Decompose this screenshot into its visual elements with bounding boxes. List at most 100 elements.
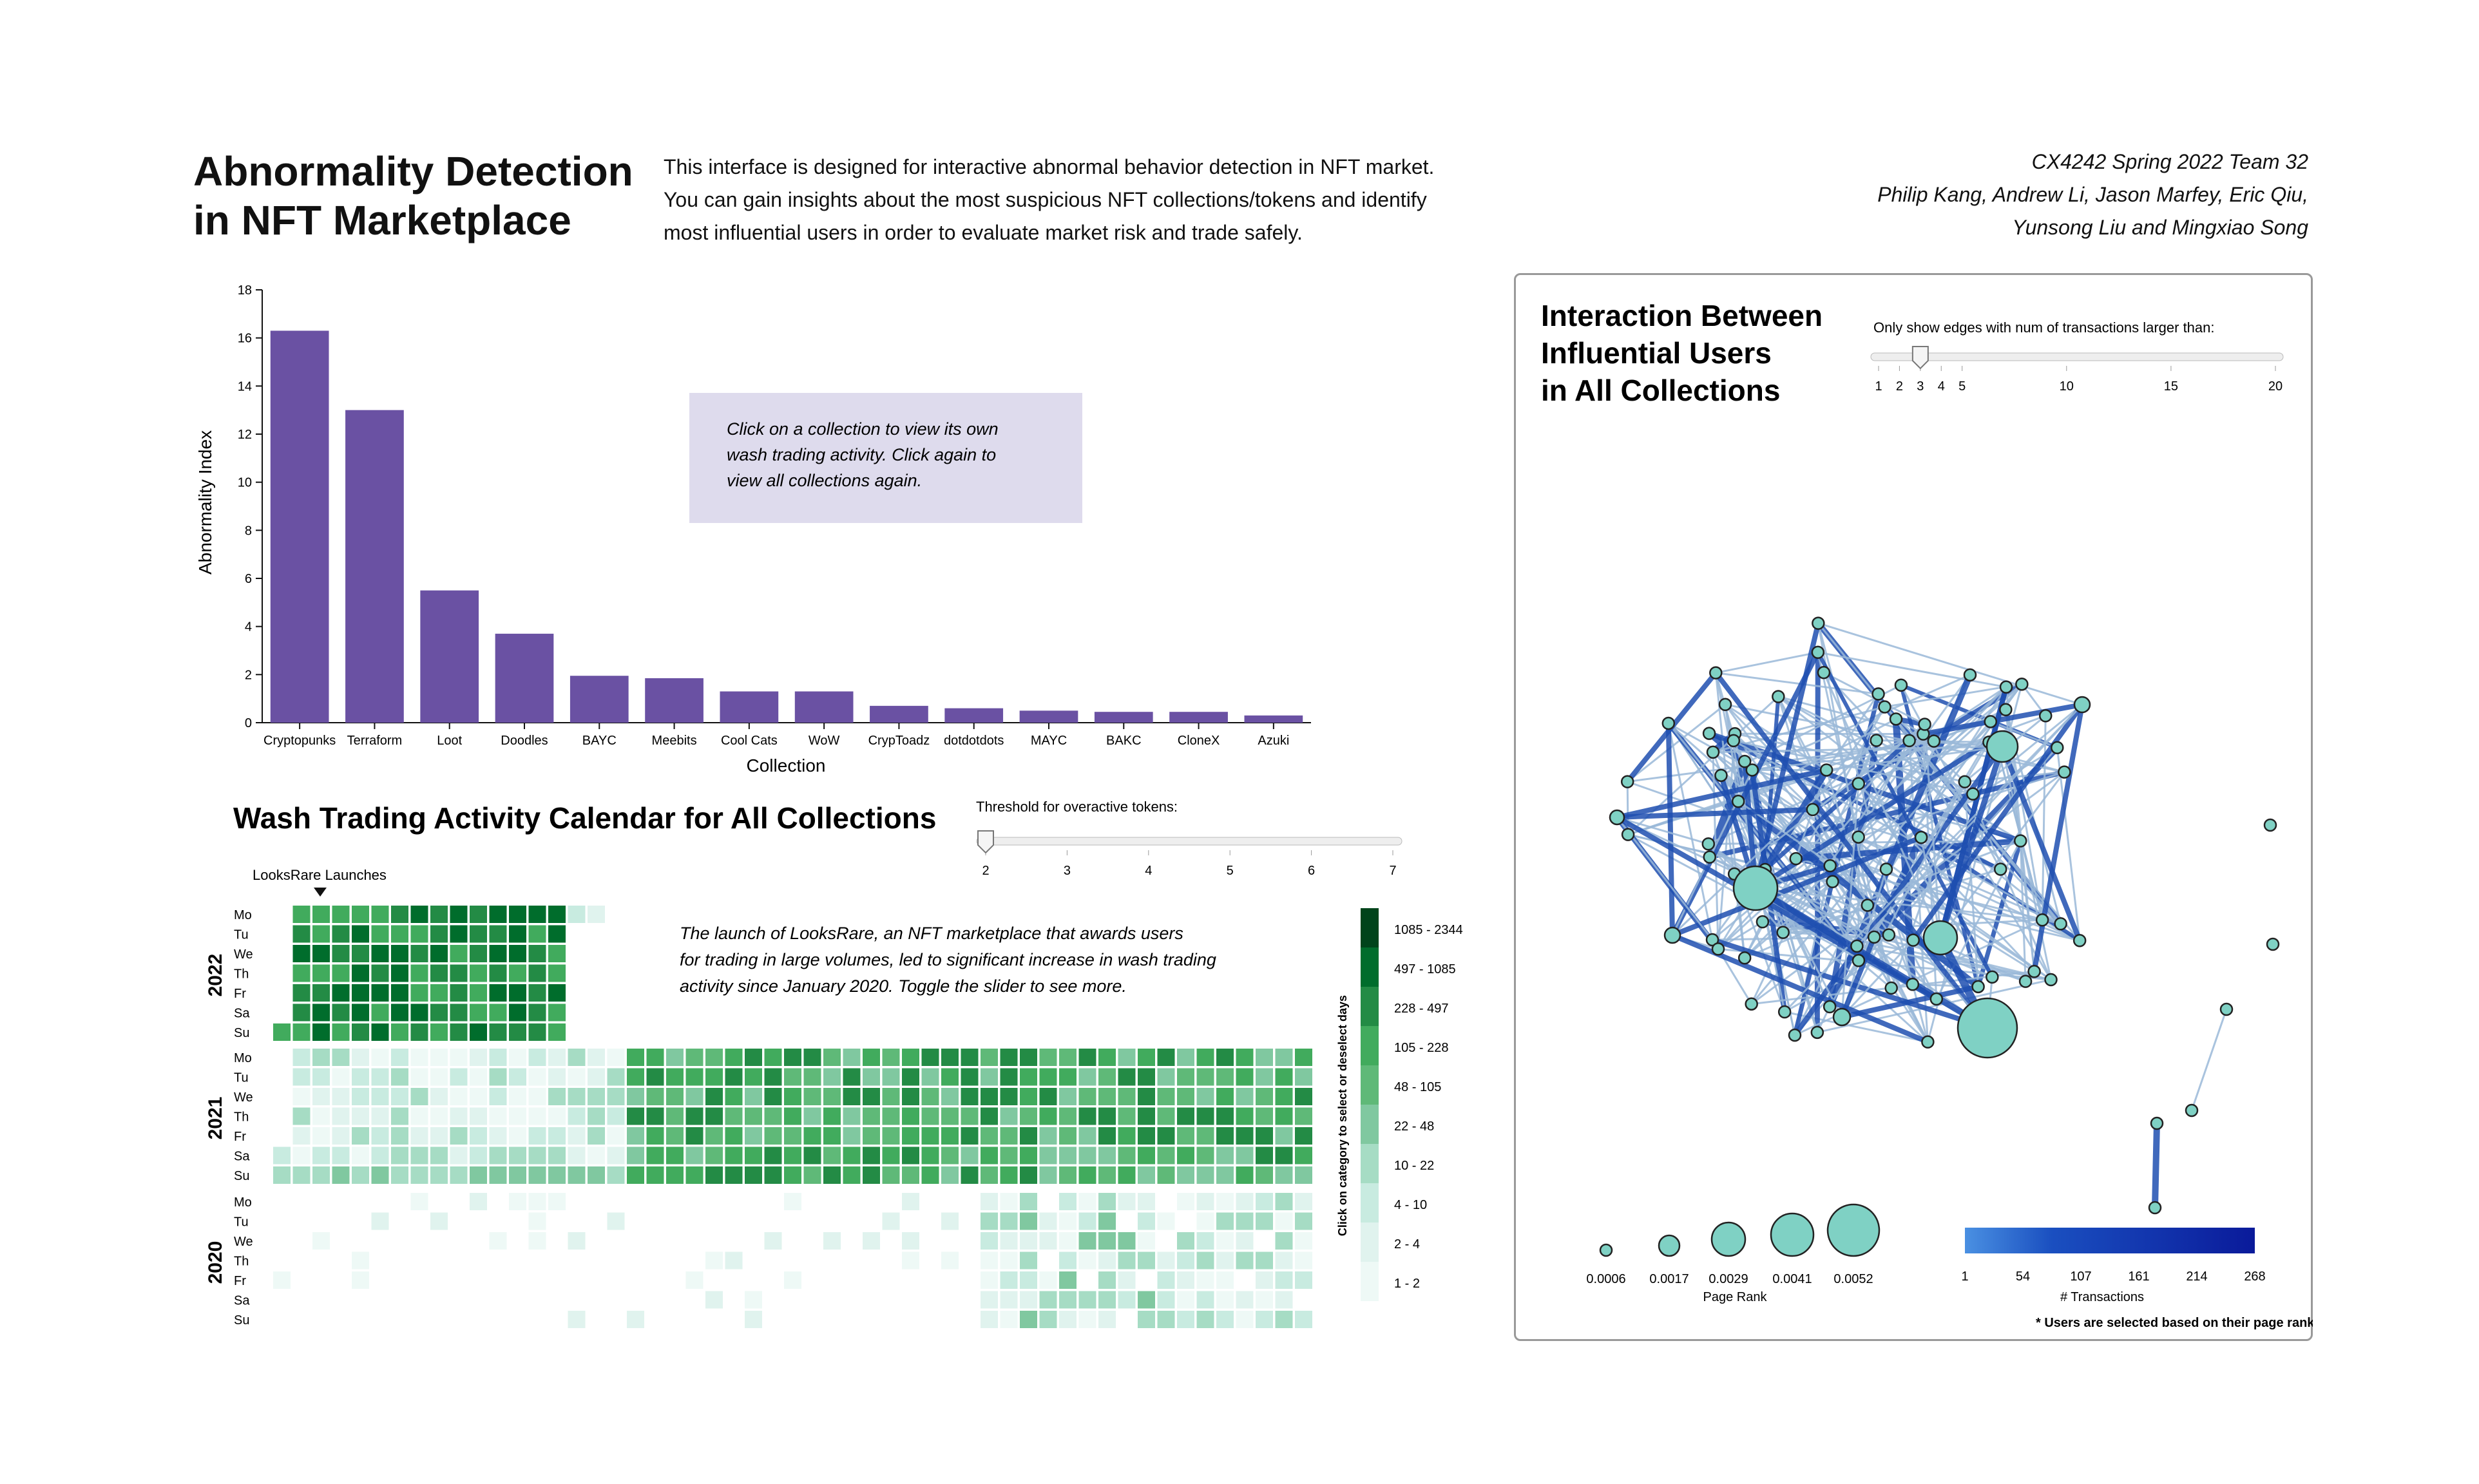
calendar-day-cell[interactable] <box>1138 1088 1155 1105</box>
calendar-day-cell[interactable] <box>941 1068 959 1086</box>
calendar-day-cell[interactable] <box>548 1068 566 1086</box>
calendar-day-cell[interactable] <box>332 1049 350 1066</box>
calendar-day-cell[interactable] <box>588 1049 605 1066</box>
calendar-day-cell[interactable] <box>489 1107 507 1125</box>
calendar-day-cell[interactable] <box>528 945 546 962</box>
calendar-day-cell[interactable] <box>1138 1107 1155 1125</box>
calendar-day-cell[interactable] <box>430 1166 448 1184</box>
calendar-day-cell[interactable] <box>352 1049 369 1066</box>
calendar-day-cell[interactable] <box>312 1068 330 1086</box>
calendar-day-cell[interactable] <box>1275 1068 1293 1086</box>
calendar-day-cell[interactable] <box>332 1023 350 1041</box>
calendar-day-cell[interactable] <box>725 1146 743 1165</box>
calendar-day-cell[interactable] <box>666 1146 684 1165</box>
calendar-day-cell[interactable] <box>1275 1127 1293 1145</box>
user-node[interactable] <box>1806 803 1820 817</box>
calendar-day-cell[interactable] <box>391 1068 408 1086</box>
calendar-day-cell[interactable] <box>1118 1251 1136 1270</box>
legend-label[interactable]: 10 - 22 <box>1394 1159 1434 1173</box>
calendar-day-cell[interactable] <box>1059 1193 1077 1210</box>
calendar-day-cell[interactable] <box>509 1127 526 1145</box>
calendar-day-cell[interactable] <box>902 1049 919 1066</box>
calendar-day-cell[interactable] <box>371 945 389 962</box>
calendar-day-cell[interactable] <box>1256 1166 1273 1184</box>
slider-handle[interactable] <box>1911 346 1929 370</box>
calendar-day-cell[interactable] <box>489 1166 507 1184</box>
calendar-day-cell[interactable] <box>332 984 350 1002</box>
calendar-day-cell[interactable] <box>450 945 468 962</box>
x-tick-label[interactable]: Cool Cats <box>721 734 778 748</box>
calendar-day-cell[interactable] <box>1020 1251 1037 1270</box>
calendar-day-cell[interactable] <box>430 1023 448 1041</box>
bar[interactable] <box>794 691 854 723</box>
user-node[interactable] <box>2150 1116 2164 1130</box>
calendar-day-cell[interactable] <box>509 906 526 923</box>
calendar-day-cell[interactable] <box>745 1107 762 1125</box>
calendar-day-cell[interactable] <box>1177 1251 1194 1270</box>
user-node[interactable] <box>1732 865 1779 911</box>
x-tick-label[interactable]: Doodles <box>501 734 548 748</box>
user-node[interactable] <box>1894 678 1908 692</box>
calendar-day-cell[interactable] <box>1236 1193 1254 1210</box>
bar[interactable] <box>1094 712 1153 723</box>
calendar-day-cell[interactable] <box>1039 1311 1057 1328</box>
x-tick-label[interactable]: MAYC <box>1031 734 1067 748</box>
calendar-day-cell[interactable] <box>666 1049 684 1066</box>
calendar-day-cell[interactable] <box>1196 1212 1214 1230</box>
user-node[interactable] <box>1906 977 1920 991</box>
calendar-day-cell[interactable] <box>430 945 448 962</box>
calendar-day-cell[interactable] <box>1039 1049 1057 1066</box>
calendar-day-cell[interactable] <box>1078 1049 1096 1066</box>
calendar-day-cell[interactable] <box>823 1146 841 1165</box>
calendar-day-cell[interactable] <box>1020 1146 1037 1165</box>
bar[interactable] <box>420 590 479 723</box>
x-tick-label[interactable]: Azuki <box>1258 734 1289 748</box>
calendar-day-cell[interactable] <box>1196 1311 1214 1328</box>
calendar-day-cell[interactable] <box>646 1127 664 1145</box>
calendar-day-cell[interactable] <box>745 1291 762 1309</box>
calendar-day-cell[interactable] <box>1157 1166 1175 1184</box>
calendar-day-cell[interactable] <box>1256 1068 1273 1086</box>
calendar-day-cell[interactable] <box>312 1232 330 1250</box>
calendar-day-cell[interactable] <box>941 1088 959 1105</box>
calendar-day-cell[interactable] <box>784 1166 801 1184</box>
calendar-day-cell[interactable] <box>489 1127 507 1145</box>
user-node[interactable] <box>1850 939 1864 953</box>
calendar-day-cell[interactable] <box>1196 1146 1214 1165</box>
calendar-day-cell[interactable] <box>882 1127 900 1145</box>
calendar-day-cell[interactable] <box>725 1049 743 1066</box>
user-node[interactable] <box>1878 700 1891 714</box>
x-tick-label[interactable]: Meebits <box>652 734 697 748</box>
calendar-day-cell[interactable] <box>1039 1107 1057 1125</box>
user-node[interactable] <box>2018 975 2033 988</box>
calendar-day-cell[interactable] <box>391 1049 408 1066</box>
calendar-day-cell[interactable] <box>1157 1068 1175 1086</box>
calendar-day-cell[interactable] <box>1039 1271 1057 1289</box>
calendar-day-cell[interactable] <box>941 1049 959 1066</box>
calendar-day-cell[interactable] <box>921 1088 939 1105</box>
calendar-day-cell[interactable] <box>607 1146 625 1165</box>
user-node[interactable] <box>2148 1201 2162 1215</box>
user-node[interactable] <box>1620 775 1634 788</box>
user-node[interactable] <box>1663 926 1681 944</box>
user-node[interactable] <box>1819 763 1833 777</box>
calendar-day-cell[interactable] <box>902 1127 919 1145</box>
calendar-day-cell[interactable] <box>607 1088 625 1105</box>
user-node[interactable] <box>1984 715 1998 728</box>
calendar-day-cell[interactable] <box>528 1127 546 1145</box>
calendar-day-cell[interactable] <box>430 1088 448 1105</box>
user-node[interactable] <box>1661 716 1676 730</box>
user-node[interactable] <box>2219 1002 2234 1016</box>
user-node[interactable] <box>2015 677 2029 691</box>
user-node[interactable] <box>1731 794 1745 808</box>
calendar-day-cell[interactable] <box>391 1023 408 1041</box>
calendar-day-cell[interactable] <box>450 1107 468 1125</box>
calendar-day-cell[interactable] <box>902 1166 919 1184</box>
calendar-day-cell[interactable] <box>627 1127 644 1145</box>
calendar-day-cell[interactable] <box>1177 1311 1194 1328</box>
calendar-day-cell[interactable] <box>745 1049 762 1066</box>
calendar-day-cell[interactable] <box>961 1068 979 1086</box>
calendar-day-cell[interactable] <box>371 1088 389 1105</box>
calendar-day-cell[interactable] <box>509 945 526 962</box>
calendar-day-cell[interactable] <box>1196 1049 1214 1066</box>
